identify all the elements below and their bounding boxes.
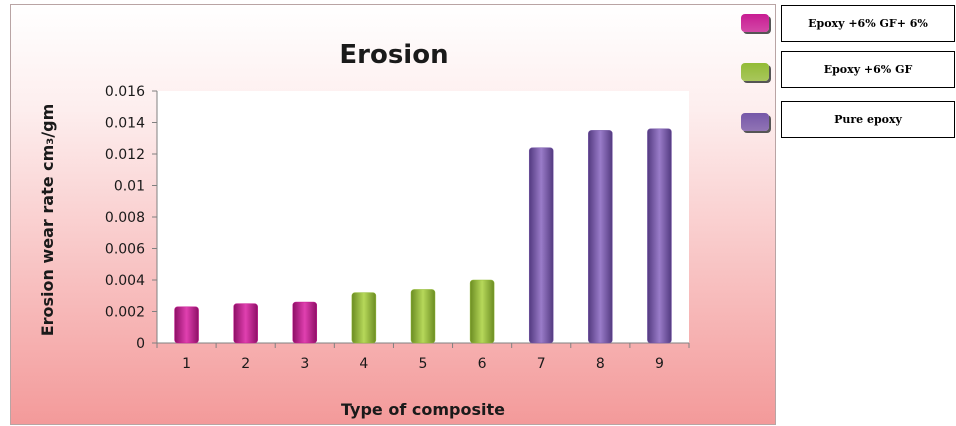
legend-entry-epoxy-gf: Epoxy +6% GF bbox=[781, 51, 955, 88]
x-axis-label: Type of composite bbox=[341, 400, 505, 419]
legend-label: Pure epoxy bbox=[834, 113, 902, 126]
x-tick-label: 2 bbox=[241, 356, 250, 372]
x-tick-label: 7 bbox=[537, 356, 546, 372]
y-tick-label: 0.016 bbox=[105, 84, 145, 100]
x-tick-label: 9 bbox=[655, 356, 664, 372]
legend-label: Epoxy +6% GF+ 6% bbox=[808, 17, 928, 30]
bar-5 bbox=[410, 289, 436, 344]
y-tick-label: 0.004 bbox=[105, 273, 145, 289]
x-tick-label: 4 bbox=[359, 356, 368, 372]
bar-3 bbox=[292, 301, 318, 344]
y-tick-label: 0.01 bbox=[114, 179, 145, 195]
legend-label: Epoxy +6% GF bbox=[823, 63, 913, 76]
bar-4 bbox=[351, 292, 377, 344]
legend-swatch-epoxy-gf bbox=[741, 63, 769, 81]
y-tick-label: 0.006 bbox=[105, 242, 145, 258]
legend-swatch-pure-epoxy bbox=[741, 113, 769, 131]
x-tick-label: 8 bbox=[596, 356, 605, 372]
erosion-bar-chart: Erosion Type of composite Erosion wear r… bbox=[38, 40, 690, 419]
legend-entry-pure-epoxy: Pure epoxy bbox=[781, 101, 955, 138]
y-tick-label: 0.014 bbox=[105, 116, 145, 132]
y-tick-label: 0.008 bbox=[105, 210, 145, 226]
bar-8 bbox=[588, 130, 613, 344]
bar-9 bbox=[647, 128, 672, 344]
bar-6 bbox=[469, 279, 495, 344]
y-tick-label: 0.012 bbox=[105, 147, 145, 163]
legend-entry-epoxy-gf-6: Epoxy +6% GF+ 6% bbox=[781, 5, 955, 42]
x-tick-label: 3 bbox=[300, 356, 309, 372]
y-tick-label: 0.002 bbox=[105, 305, 145, 321]
y-axis-label: Erosion wear rate cm₃/gm bbox=[38, 104, 57, 337]
x-tick-label: 1 bbox=[182, 356, 191, 372]
x-tick-label: 5 bbox=[419, 356, 428, 372]
x-tick-label: 6 bbox=[478, 356, 487, 372]
chart-frame: Erosion Type of composite Erosion wear r… bbox=[10, 4, 776, 425]
bar-1 bbox=[174, 306, 199, 344]
bar-7 bbox=[528, 147, 554, 344]
bar-2 bbox=[233, 303, 258, 344]
legend-swatch-epoxy-gf-6 bbox=[741, 14, 769, 32]
y-tick-label: 0 bbox=[136, 336, 145, 352]
chart-title: Erosion bbox=[339, 40, 448, 70]
